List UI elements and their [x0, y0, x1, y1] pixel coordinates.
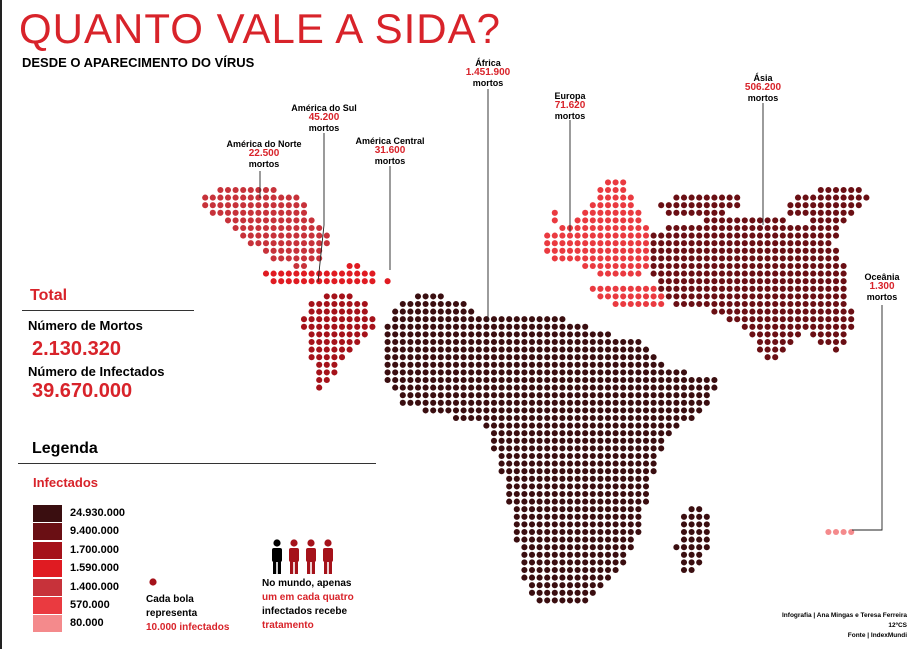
legend-swatch: [33, 597, 62, 614]
page-left-border: [0, 0, 2, 649]
people-icon: [272, 539, 333, 574]
legend-swatch: [33, 541, 62, 559]
dots-america-central: [262, 262, 391, 285]
legend-swatch: [33, 505, 62, 522]
legend-swatch: [33, 578, 62, 596]
europa-value: 71.620: [554, 100, 586, 111]
credit-source: Fonte | IndexMundi: [847, 632, 907, 639]
america-sul-value: 45.200: [308, 112, 340, 123]
legend-heading: Legenda: [32, 440, 98, 457]
label-asia: Ásia 506.200 mortos: [745, 73, 781, 103]
label-oceania: Oceânia 1.300 mortos: [864, 272, 899, 302]
legend-swatch: [33, 615, 62, 633]
america-norte-value: 22.500: [248, 148, 280, 159]
dot-note-line2: representa: [146, 608, 198, 619]
europa-name: Europa: [554, 91, 586, 101]
dots-africa: [384, 293, 718, 604]
america-central-name: América Central: [355, 136, 425, 146]
america-norte-name: América do Norte: [226, 139, 302, 149]
asia-value: 506.200: [744, 82, 782, 93]
page-subtitle: DESDE O APARECIMENTO DO VÍRUS: [22, 55, 255, 70]
africa-value: 1.451.900: [465, 67, 511, 78]
dot-note-line3: 10.000 infectados: [146, 622, 230, 633]
america-sul-unit: mortos: [308, 123, 340, 133]
infected-label: Número de Infectados: [28, 364, 165, 379]
dots-america-norte: [202, 186, 330, 270]
america-central-value: 31.600: [374, 145, 406, 156]
total-heading: Total: [30, 287, 68, 304]
treatment-note-line2: um em cada quatro: [262, 592, 354, 603]
america-norte-unit: mortos: [248, 159, 280, 169]
legend-swatch: [33, 523, 62, 541]
america-central-unit: mortos: [374, 156, 406, 166]
oceania-name: Oceânia: [864, 272, 900, 282]
label-europa: Europa 71.620 mortos: [554, 91, 585, 121]
label-america-norte: América do Norte 22.500 mortos: [226, 139, 301, 169]
page-title: QUANTO VALE A SIDA?: [19, 5, 501, 52]
label-africa: África 1.451.900 mortos: [466, 58, 511, 88]
dots-oceania: [825, 528, 855, 536]
europa-unit: mortos: [554, 111, 586, 121]
legend-value: 24.930.000: [70, 507, 126, 519]
treatment-note-line4: tratamento: [262, 620, 314, 631]
infected-value: 39.670.000: [32, 380, 133, 402]
treatment-note-line3: infectados recebe: [262, 606, 348, 617]
oceania-value: 1.300: [869, 281, 895, 292]
leader-america-sul: [317, 133, 325, 283]
deaths-label: Número de Mortos: [28, 318, 143, 333]
africa-name: África: [475, 58, 501, 68]
asia-name: Ásia: [753, 73, 773, 83]
treatment-note: No mundo, apenas um em cada quatro infec…: [262, 577, 354, 633]
dot-sample-icon: [149, 578, 157, 586]
legend-value: 1.400.000: [70, 580, 119, 593]
label-america-central: América Central 31.600 mortos: [355, 136, 424, 166]
legend-swatch: [33, 560, 62, 578]
treatment-note-line1: No mundo, apenas: [262, 578, 352, 589]
total-divider: [22, 310, 194, 311]
credit-authors: Infografia | Ana Mingas e Teresa Ferreir…: [782, 612, 907, 619]
legend-subheading: Infectados: [33, 475, 99, 490]
legend-value: 1.590.000: [70, 562, 119, 575]
oceania-unit: mortos: [866, 292, 898, 302]
deaths-value: 2.130.320: [32, 338, 121, 360]
label-america-sul: América do Sul 45.200 mortos: [291, 103, 357, 133]
america-sul-name: América do Sul: [291, 103, 357, 113]
dots-europa: [544, 179, 665, 308]
africa-unit: mortos: [472, 78, 504, 88]
dots-america-sul: [300, 293, 376, 391]
asia-unit: mortos: [747, 93, 779, 103]
legend-divider: [18, 463, 376, 464]
legend-value: 1.700.000: [70, 543, 119, 556]
dots-asia: [650, 186, 870, 361]
legend-value: 570.000: [70, 599, 110, 611]
leader-oceania: [852, 305, 883, 531]
dot-note-line1: Cada bola: [146, 594, 194, 605]
legend-value: 9.400.000: [70, 525, 119, 538]
legend-value: 80.000: [70, 617, 104, 630]
dot-note: Cada bola representa 10.000 infectados: [146, 593, 229, 635]
credit-class: 12ºCS: [888, 622, 907, 629]
